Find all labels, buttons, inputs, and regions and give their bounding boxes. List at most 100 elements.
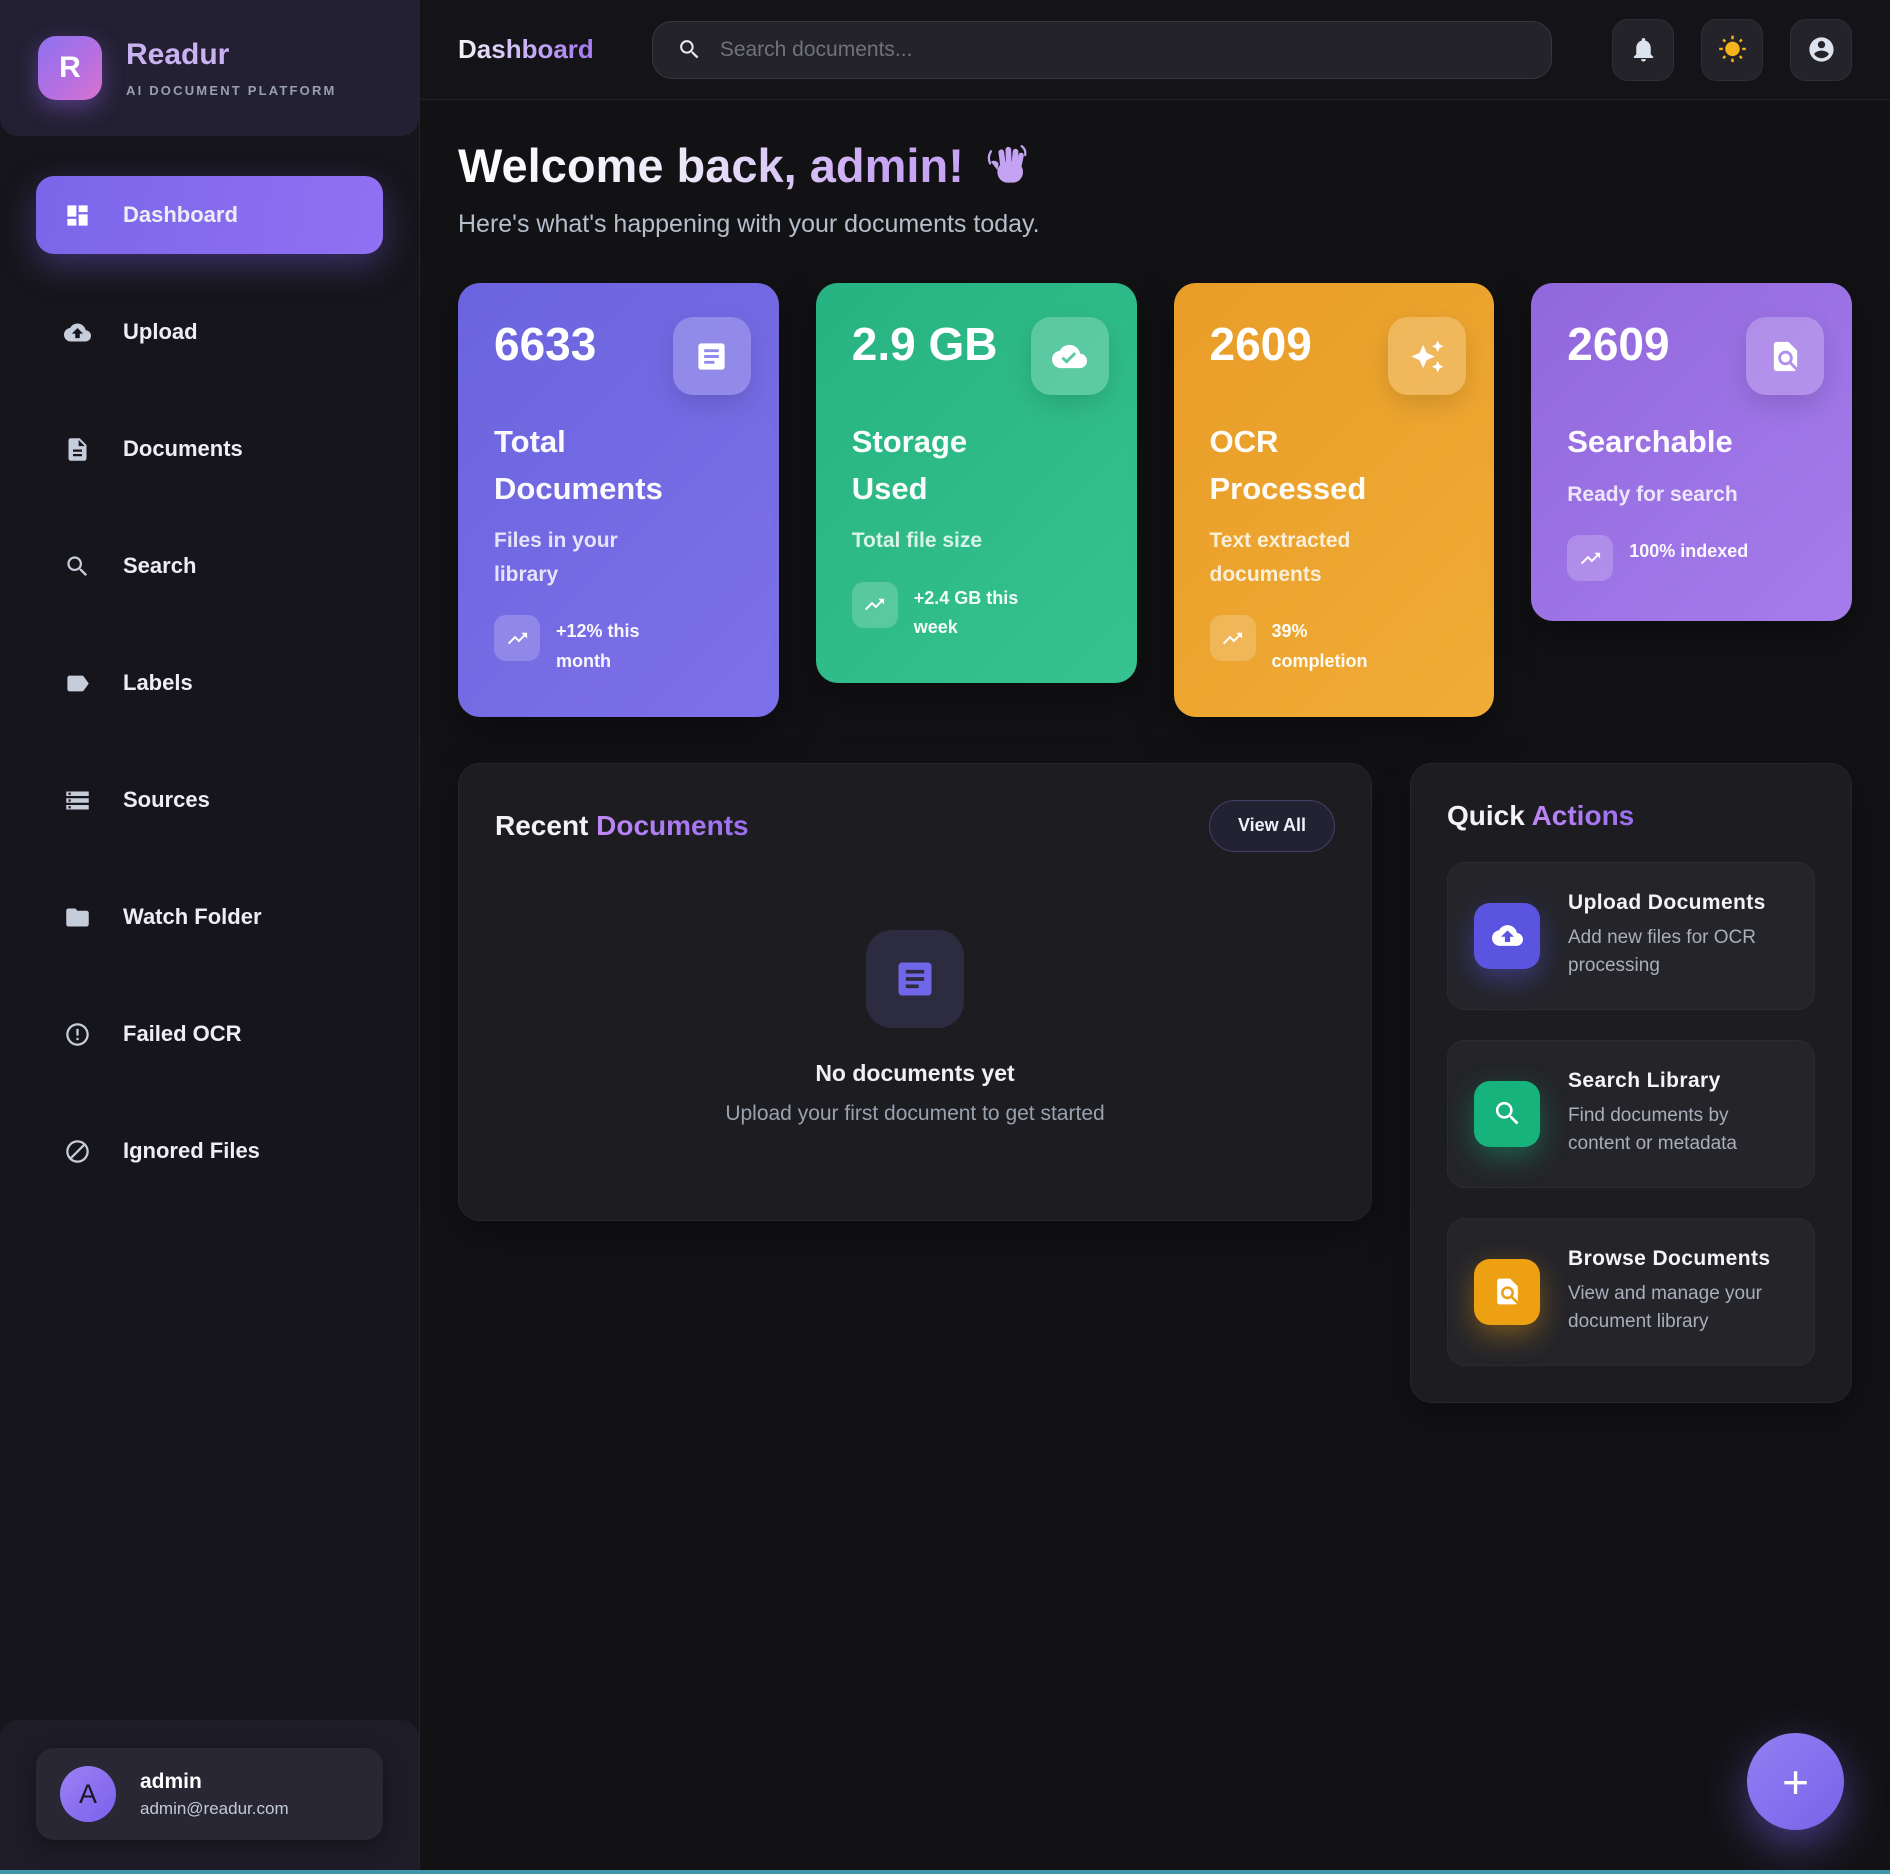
quick-action-description: View and manage your document library	[1568, 1282, 1762, 1333]
stat-card-total-documents[interactable]: 6633 Total Documents Files in your libra…	[458, 283, 779, 717]
cloud-upload-icon	[1474, 902, 1540, 969]
stat-trend-label: +2.4 GB this week	[913, 587, 1019, 638]
sparkles-icon	[1388, 317, 1467, 395]
error-icon	[66, 1022, 89, 1046]
sidebar-item-documents[interactable]: Documents	[36, 410, 383, 488]
stat-subtitle: Ready for search	[1567, 482, 1738, 506]
brand-logo: R	[38, 36, 102, 100]
topbar-actions	[1612, 18, 1852, 81]
bell-icon	[1633, 38, 1653, 62]
user-email: admin@readur.com	[140, 1798, 289, 1818]
quick-action-upload-documents[interactable]: Upload Documents Add new files for OCR p…	[1447, 861, 1815, 1010]
user-profile-card[interactable]: A admin admin@readur.com	[36, 1748, 383, 1840]
sidebar-item-label: Sources	[123, 787, 210, 812]
stat-title: Searchable	[1567, 424, 1733, 459]
quick-action-text: Search Library Find documents by content…	[1568, 1069, 1788, 1159]
sidebar-item-label: Upload	[123, 319, 198, 344]
stat-trend-label: 39% completion	[1271, 621, 1368, 671]
sidebar-item-upload[interactable]: Upload	[36, 293, 383, 371]
search-input[interactable]	[719, 37, 1527, 62]
sources-icon	[66, 791, 89, 809]
trending-up-icon	[494, 615, 540, 662]
sidebar-item-label: Search	[123, 553, 197, 578]
stat-card-searchable[interactable]: 2609 Searchable Ready for search 100% in…	[1531, 283, 1852, 622]
user-name: admin	[140, 1769, 202, 1793]
sidebar-item-watch-folder[interactable]: Watch Folder	[36, 878, 383, 956]
quick-action-text: Browse Documents View and manage your do…	[1568, 1247, 1788, 1337]
trending-up-icon	[1209, 615, 1256, 662]
sidebar-item-label: Dashboard	[123, 202, 238, 227]
recent-documents-panel: Recent Documents View All No documents y…	[458, 762, 1372, 1221]
account-icon	[1808, 37, 1834, 62]
sidebar-item-label: Documents	[123, 436, 243, 461]
stat-value: 2.9 GB	[851, 318, 998, 370]
welcome-subtitle: Here's what's happening with your docume…	[458, 210, 1040, 238]
stat-trend: +2.4 GB this week	[851, 581, 1109, 643]
cloud-done-icon	[1030, 317, 1109, 395]
brand-name: Readur	[126, 38, 230, 71]
stat-title: Total Documents	[494, 424, 663, 506]
topbar: Dashboard	[420, 0, 1890, 100]
sidebar-item-dashboard[interactable]: Dashboard	[36, 176, 383, 254]
search-bar[interactable]	[651, 20, 1552, 79]
welcome-title: Welcome back, admin!	[458, 139, 964, 192]
quick-actions-panel: Quick Actions Upload Documents Add new f…	[1410, 762, 1852, 1403]
search-icon	[679, 40, 699, 59]
window-bottom-edge	[0, 1870, 1890, 1874]
stat-card-ocr-processed[interactable]: 2609 OCR Processed Text extracted docume…	[1173, 283, 1495, 717]
search-icon	[1474, 1080, 1540, 1147]
quick-action-description: Find documents by content or metadata	[1568, 1104, 1737, 1155]
recent-title-accent: Documents	[596, 809, 749, 841]
stat-subtitle: Text extracted documents	[1209, 529, 1351, 586]
quick-action-description: Add new files for OCR processing	[1568, 926, 1756, 977]
quick-actions-title-accent: Actions	[1531, 799, 1635, 831]
welcome-heading: Welcome back, admin!	[458, 138, 1852, 193]
sidebar-item-label: Watch Folder	[123, 904, 262, 929]
stat-value: 2609	[1567, 318, 1670, 370]
sidebar-item-search[interactable]: Search	[36, 527, 383, 605]
folder-icon	[66, 908, 89, 926]
account-button[interactable]	[1790, 18, 1852, 81]
user-info: admin admin@readur.com	[140, 1770, 289, 1819]
search-icon	[67, 555, 88, 576]
stat-trend: 100% indexed	[1567, 535, 1824, 582]
stat-title: OCR Processed	[1209, 424, 1367, 506]
sidebar-item-label: Labels	[123, 670, 193, 695]
recent-documents-header: Recent Documents View All	[495, 799, 1335, 852]
empty-state-subtitle: Upload your first document to get starte…	[725, 1101, 1105, 1125]
brand-text: Readur AI DOCUMENT PLATFORM	[126, 38, 337, 98]
sidebar-item-labels[interactable]: Labels	[36, 644, 383, 722]
stat-trend-label: +12% this month	[556, 621, 640, 671]
document-icon	[68, 437, 87, 461]
stat-subtitle: Total file size	[851, 529, 983, 552]
sidebar-item-failed-ocr[interactable]: Failed OCR	[36, 995, 383, 1073]
stat-subtitle: Files in your library	[494, 529, 618, 586]
sidebar-item-label: Failed OCR	[123, 1021, 242, 1046]
stat-card-storage-used[interactable]: 2.9 GB Storage Used Total file size +2.4…	[815, 283, 1137, 683]
trending-up-icon	[851, 581, 898, 628]
quick-action-browse-documents[interactable]: Browse Documents View and manage your do…	[1447, 1217, 1815, 1366]
waving-hand-icon	[987, 144, 1027, 183]
quick-action-title: Search Library	[1568, 1068, 1721, 1092]
dashboard-content: Welcome back, admin!	[420, 100, 1890, 1874]
add-document-fab[interactable]: +	[1747, 1733, 1844, 1830]
trending-up-icon	[1567, 535, 1614, 582]
empty-state: No documents yet Upload your first docum…	[495, 852, 1335, 1184]
theme-toggle-button[interactable]	[1701, 18, 1763, 81]
cloud-upload-icon	[64, 323, 91, 341]
recent-documents-title: Recent Documents	[495, 810, 749, 842]
sidebar-item-ignored-files[interactable]: Ignored Files	[36, 1112, 383, 1190]
document-icon	[866, 929, 964, 1028]
sidebar: R Readur AI DOCUMENT PLATFORM Dashboard …	[0, 0, 420, 1874]
stat-trend-label: 100% indexed	[1629, 541, 1749, 562]
brand-header: R Readur AI DOCUMENT PLATFORM	[0, 0, 419, 136]
dashboard-icon	[67, 204, 88, 226]
view-all-button[interactable]: View All	[1208, 799, 1335, 852]
sidebar-item-sources[interactable]: Sources	[36, 761, 383, 839]
stat-title: Storage Used	[851, 424, 968, 506]
empty-state-title: No documents yet	[815, 1059, 1015, 1086]
quick-action-search-library[interactable]: Search Library Find documents by content…	[1447, 1039, 1815, 1188]
block-icon	[66, 1139, 89, 1163]
notifications-button[interactable]	[1612, 18, 1674, 81]
